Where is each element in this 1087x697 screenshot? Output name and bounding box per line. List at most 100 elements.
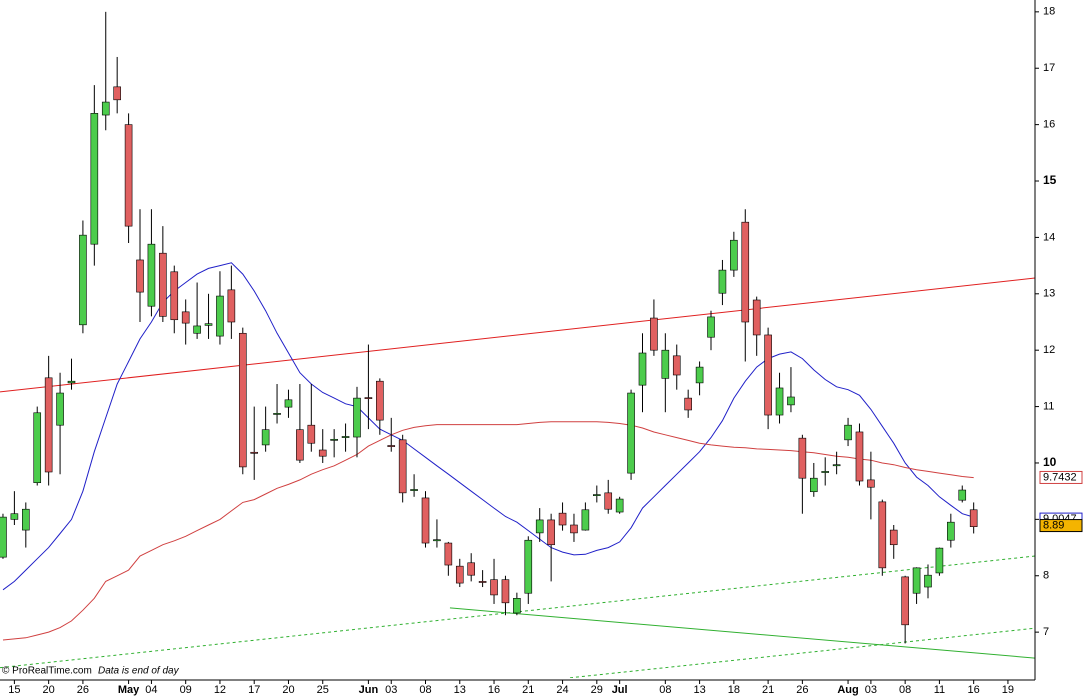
- candle-body: [204, 323, 213, 326]
- trendline: [0, 277, 1035, 393]
- x-tick-label: 17: [248, 684, 260, 696]
- candle-body: [398, 439, 407, 494]
- candle-body: [661, 349, 670, 379]
- candle-body: [844, 424, 852, 441]
- y-tick-label: 16: [1043, 119, 1055, 131]
- candle-body: [889, 529, 898, 546]
- x-tick-label: 04: [145, 684, 157, 696]
- x-tick-label: 13: [693, 684, 705, 696]
- y-tick-label: 14: [1043, 231, 1055, 243]
- x-tick-label: 08: [419, 684, 431, 696]
- x-tick-label: 21: [522, 684, 534, 696]
- candle-body: [124, 124, 133, 227]
- candle-body: [513, 598, 521, 614]
- candle-body: [490, 579, 498, 596]
- candle-body: [707, 316, 715, 338]
- x-tick-label: 21: [762, 684, 774, 696]
- x-tick-label: 08: [899, 684, 911, 696]
- candle-body: [0, 516, 7, 558]
- y-tick-label: 15: [1043, 173, 1057, 187]
- candle-body: [912, 567, 921, 594]
- x-tick-label: 20: [43, 684, 55, 696]
- candle-body: [501, 579, 510, 604]
- candle-body: [113, 86, 121, 101]
- candle-body: [261, 429, 270, 446]
- x-tick-label: 18: [728, 684, 740, 696]
- y-tick-label: 18: [1043, 6, 1055, 18]
- candle-body: [353, 397, 361, 438]
- candle-body: [832, 464, 841, 467]
- candle-body: [273, 413, 281, 415]
- candle-body: [672, 355, 681, 376]
- y-tick-label: 12: [1043, 344, 1055, 356]
- candle-body: [878, 501, 887, 569]
- candle-body: [136, 259, 144, 293]
- x-tick-label: 25: [317, 684, 329, 696]
- x-tick-label: 20: [282, 684, 294, 696]
- candle-body: [581, 509, 590, 531]
- candle-body: [901, 576, 909, 626]
- y-tick-label: 7: [1043, 626, 1049, 638]
- candle-body: [10, 513, 19, 520]
- candle-body: [56, 392, 64, 426]
- candle-body: [79, 234, 87, 326]
- candle-body: [650, 317, 658, 351]
- candle-body: [44, 377, 53, 473]
- candle-body: [467, 562, 475, 576]
- candle-body: [318, 449, 327, 457]
- candle-body: [615, 498, 624, 513]
- x-tick-label: 11: [934, 684, 945, 696]
- candle-body: [216, 295, 224, 337]
- candle-body: [809, 477, 818, 493]
- x-tick-label: 12: [214, 684, 226, 696]
- candle-body: [410, 489, 418, 491]
- candle-body: [330, 438, 338, 441]
- candle-body: [684, 397, 692, 411]
- candle-body: [695, 366, 704, 384]
- x-tick-label: 08: [659, 684, 671, 696]
- candle-body: [752, 299, 761, 336]
- x-tick-label: 09: [180, 684, 192, 696]
- y-tick-label: 13: [1043, 288, 1055, 300]
- candle-body: [296, 429, 304, 461]
- candle-body: [284, 399, 293, 408]
- candle-body: [924, 574, 932, 588]
- x-tick-label: 03: [385, 684, 397, 696]
- candle-body: [181, 311, 190, 324]
- candle-body: [478, 581, 487, 583]
- candle-body: [855, 431, 864, 482]
- candle-body: [570, 524, 578, 534]
- candle-body: [147, 243, 156, 307]
- candle-body: [455, 565, 464, 584]
- candle-body: [250, 451, 259, 454]
- moving-average: [2, 421, 974, 641]
- candle-body: [524, 539, 533, 594]
- candle-body: [764, 334, 772, 416]
- candle-body: [958, 489, 967, 501]
- x-tick-label: 03: [865, 684, 877, 696]
- x-tick-label: 26: [77, 684, 89, 696]
- price-label: 8.89: [1043, 519, 1064, 531]
- price-label-box: [1039, 519, 1083, 533]
- candle-body: [787, 396, 795, 406]
- x-tick-label: 16: [488, 684, 500, 696]
- candle-body: [638, 352, 647, 386]
- candle-body: [170, 271, 179, 321]
- y-tick-label: 10: [1043, 455, 1057, 469]
- candle-body: [821, 471, 830, 473]
- x-tick-label: 16: [968, 684, 980, 696]
- x-tick-label: 26: [796, 684, 808, 696]
- y-tick-label: 8: [1043, 570, 1049, 582]
- candle-body: [193, 325, 201, 334]
- candle-body: [33, 412, 42, 484]
- candle-body: [421, 497, 430, 544]
- y-tick-label: 17: [1043, 62, 1055, 74]
- candle-body: [547, 519, 555, 546]
- x-tick-label: 24: [556, 684, 568, 696]
- candle-body: [364, 397, 373, 399]
- candle-body: [718, 269, 727, 294]
- plot-area: [0, 11, 1035, 678]
- price-label-box: [1039, 470, 1083, 484]
- candle-body: [627, 392, 635, 474]
- x-tick-label: May: [118, 684, 140, 696]
